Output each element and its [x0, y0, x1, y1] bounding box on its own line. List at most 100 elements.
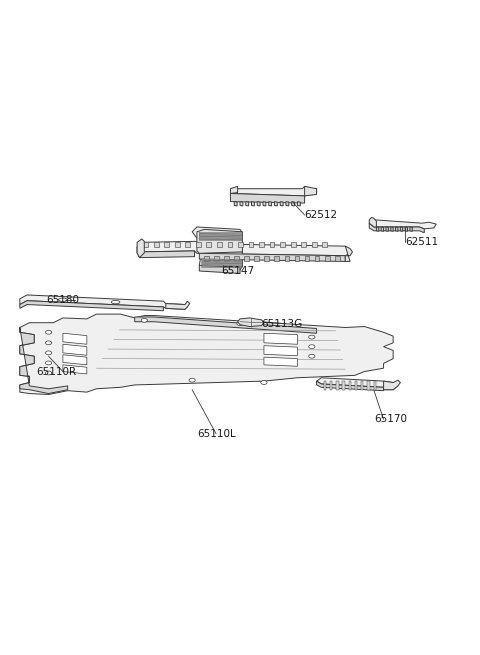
Polygon shape [199, 251, 242, 270]
Polygon shape [202, 262, 242, 263]
Polygon shape [228, 242, 232, 247]
Polygon shape [154, 242, 158, 247]
Polygon shape [214, 255, 219, 261]
Ellipse shape [46, 330, 52, 334]
Polygon shape [275, 202, 277, 206]
Polygon shape [305, 255, 310, 261]
Polygon shape [234, 255, 239, 261]
Polygon shape [244, 255, 249, 261]
Ellipse shape [309, 335, 315, 339]
Polygon shape [264, 333, 298, 345]
Polygon shape [298, 202, 300, 206]
Polygon shape [137, 247, 194, 257]
Polygon shape [63, 365, 87, 374]
Polygon shape [202, 263, 242, 265]
Polygon shape [396, 227, 398, 231]
Polygon shape [315, 255, 320, 261]
Polygon shape [355, 381, 357, 390]
Polygon shape [196, 242, 201, 247]
Polygon shape [230, 186, 317, 196]
Polygon shape [20, 328, 68, 394]
Polygon shape [234, 202, 237, 206]
Polygon shape [330, 381, 332, 390]
Polygon shape [199, 234, 242, 235]
Polygon shape [263, 202, 266, 206]
Polygon shape [292, 202, 295, 206]
Polygon shape [20, 295, 187, 309]
Polygon shape [137, 239, 144, 257]
Polygon shape [312, 242, 317, 247]
Text: 65170: 65170 [374, 415, 407, 424]
Polygon shape [230, 193, 305, 203]
Polygon shape [280, 202, 283, 206]
Polygon shape [238, 242, 243, 247]
Polygon shape [376, 227, 379, 231]
Polygon shape [410, 227, 412, 231]
Polygon shape [324, 381, 326, 390]
Polygon shape [20, 314, 393, 394]
Ellipse shape [309, 345, 315, 348]
Polygon shape [63, 355, 87, 365]
Polygon shape [175, 242, 180, 247]
Polygon shape [224, 255, 229, 261]
Polygon shape [202, 265, 242, 266]
Ellipse shape [237, 322, 243, 326]
Polygon shape [254, 255, 259, 261]
Polygon shape [199, 236, 242, 238]
Text: 62511: 62511 [405, 237, 438, 248]
Polygon shape [295, 255, 300, 261]
Polygon shape [199, 253, 345, 261]
Ellipse shape [46, 361, 52, 365]
Polygon shape [361, 381, 363, 390]
Polygon shape [305, 186, 317, 196]
Polygon shape [206, 242, 211, 247]
Polygon shape [384, 380, 400, 390]
Polygon shape [164, 242, 169, 247]
Polygon shape [367, 381, 370, 390]
Polygon shape [373, 381, 376, 390]
Polygon shape [264, 255, 269, 261]
Polygon shape [269, 202, 272, 206]
Polygon shape [249, 242, 253, 247]
Polygon shape [257, 202, 260, 206]
Polygon shape [386, 227, 388, 231]
Text: 65147: 65147 [221, 266, 254, 276]
Polygon shape [286, 202, 289, 206]
Polygon shape [202, 261, 242, 262]
Text: 65110L: 65110L [197, 429, 236, 439]
Ellipse shape [141, 318, 147, 322]
Polygon shape [291, 242, 296, 247]
Polygon shape [405, 227, 408, 231]
Polygon shape [336, 381, 338, 390]
Polygon shape [230, 186, 238, 193]
Polygon shape [369, 223, 424, 233]
Polygon shape [137, 241, 350, 255]
Polygon shape [185, 242, 190, 247]
Polygon shape [135, 317, 317, 333]
Ellipse shape [111, 301, 120, 304]
Polygon shape [317, 381, 384, 390]
Polygon shape [317, 378, 398, 390]
Polygon shape [246, 202, 249, 206]
Polygon shape [217, 242, 222, 247]
Polygon shape [192, 227, 242, 241]
Text: 65180: 65180 [46, 295, 79, 305]
Polygon shape [391, 227, 393, 231]
Polygon shape [199, 233, 242, 234]
Ellipse shape [46, 351, 52, 355]
Polygon shape [240, 202, 243, 206]
Ellipse shape [309, 354, 315, 358]
Polygon shape [301, 242, 306, 247]
Polygon shape [324, 255, 329, 261]
Polygon shape [202, 266, 242, 268]
Text: 62512: 62512 [305, 210, 338, 220]
Polygon shape [270, 242, 275, 247]
Polygon shape [199, 240, 242, 241]
Polygon shape [166, 301, 190, 309]
Ellipse shape [261, 381, 267, 384]
Polygon shape [323, 242, 327, 247]
Polygon shape [197, 229, 242, 253]
Polygon shape [335, 255, 339, 261]
Polygon shape [280, 242, 285, 247]
Polygon shape [345, 246, 352, 261]
